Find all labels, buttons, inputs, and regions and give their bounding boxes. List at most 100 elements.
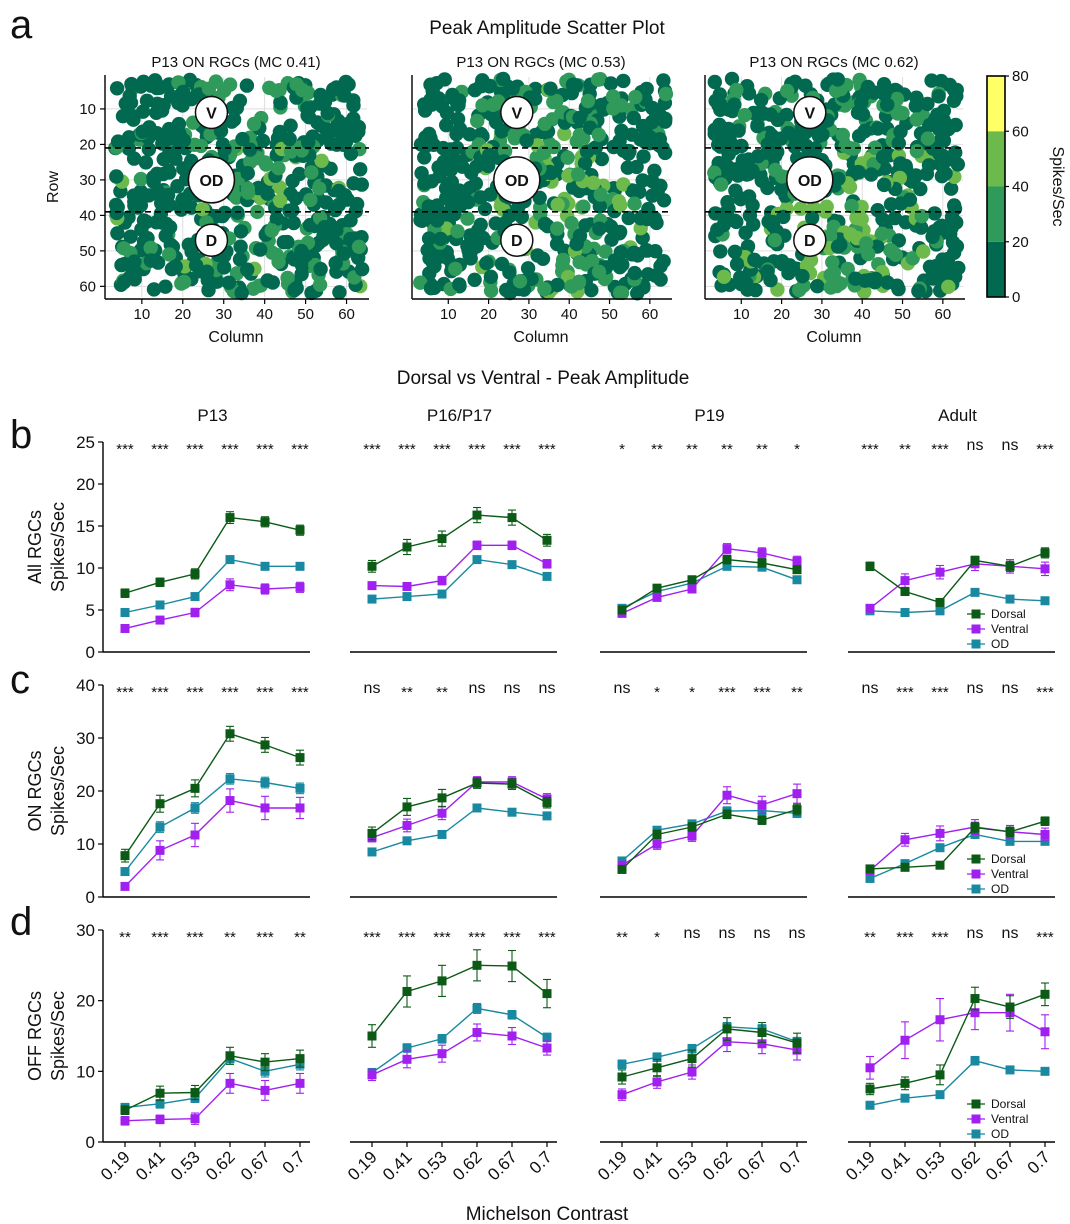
scatter-point bbox=[770, 112, 785, 128]
data-point-ventral bbox=[1040, 564, 1050, 574]
data-point-od bbox=[507, 560, 517, 570]
scatter-point bbox=[181, 237, 196, 252]
significance-label: *** bbox=[1036, 684, 1054, 701]
significance-label: *** bbox=[186, 929, 204, 946]
scatter-point bbox=[640, 267, 656, 282]
scatter-point bbox=[564, 216, 579, 231]
x-tick-label: 0.19 bbox=[97, 1147, 134, 1184]
data-point-dorsal bbox=[225, 729, 235, 739]
data-point-od bbox=[970, 1056, 980, 1066]
scatter-point bbox=[128, 265, 144, 280]
region-marker-od bbox=[786, 156, 834, 204]
significance-label: *** bbox=[398, 929, 416, 946]
scatter-x-tick-label: 10 bbox=[134, 306, 151, 323]
scatter-point bbox=[893, 196, 908, 211]
scatter-point bbox=[745, 198, 760, 213]
data-point-od bbox=[472, 555, 482, 565]
scatter-x-tick-label: 60 bbox=[642, 306, 659, 323]
significance-label: *** bbox=[256, 441, 274, 458]
scatter-point bbox=[890, 106, 905, 121]
significance-label: *** bbox=[538, 441, 556, 458]
scatter-x-tick-label: 20 bbox=[174, 306, 191, 323]
data-point-ventral bbox=[652, 839, 662, 849]
scatter-point bbox=[512, 274, 528, 289]
line-chart-r2-c1: 0.190.410.530.620.67 0.7 *** *** *** *** *** **… bbox=[344, 929, 557, 1184]
data-point-od bbox=[1005, 836, 1015, 846]
data-point-od bbox=[225, 774, 235, 784]
significance-label: *** bbox=[398, 441, 416, 458]
y-tick-label: 15 bbox=[76, 517, 95, 536]
region-label-d: D bbox=[206, 233, 218, 250]
scatter-point bbox=[158, 279, 173, 294]
significance-label: *** bbox=[1036, 441, 1054, 458]
scatter-point bbox=[754, 173, 769, 188]
scatter-x-tick-label: 30 bbox=[521, 306, 538, 323]
scatter-point bbox=[849, 210, 864, 226]
data-point-ventral bbox=[865, 603, 875, 613]
data-point-ventral bbox=[472, 1027, 482, 1037]
data-point-ventral bbox=[935, 567, 945, 577]
significance-label: *** bbox=[753, 684, 771, 701]
scatter-point bbox=[613, 198, 628, 213]
legend-marker-ventral bbox=[971, 1114, 981, 1124]
scatter-point bbox=[734, 138, 749, 154]
data-point-ventral bbox=[260, 584, 270, 594]
scatter-point bbox=[126, 188, 142, 203]
scatter-point bbox=[329, 236, 344, 251]
scatter-point bbox=[445, 87, 460, 103]
data-point-dorsal bbox=[1040, 548, 1050, 558]
scatter-point bbox=[729, 214, 744, 230]
scatter-point bbox=[537, 216, 553, 232]
scatter-point bbox=[591, 264, 607, 279]
data-point-ventral bbox=[437, 576, 447, 586]
data-point-ventral bbox=[295, 1078, 305, 1088]
data-point-dorsal bbox=[792, 565, 802, 575]
scatter-point bbox=[795, 269, 810, 284]
scatter-point bbox=[470, 113, 485, 129]
scatter-point bbox=[920, 131, 936, 146]
data-point-od bbox=[155, 1099, 165, 1109]
region-marker-od bbox=[493, 156, 541, 204]
series-line-ventral bbox=[869, 826, 1046, 872]
data-point-dorsal bbox=[722, 809, 732, 819]
data-point-dorsal bbox=[437, 976, 447, 986]
data-point-ventral bbox=[190, 1114, 200, 1124]
scatter-point bbox=[535, 251, 551, 266]
scatter-point bbox=[271, 161, 286, 176]
legend-marker-od bbox=[971, 1129, 981, 1139]
significance-label: ** bbox=[294, 929, 306, 946]
scatter-x-tick-label: 20 bbox=[773, 306, 790, 323]
significance-label: ns bbox=[539, 680, 556, 697]
scatter-x-label: Column bbox=[513, 329, 568, 346]
scatter-point bbox=[905, 251, 920, 266]
data-point-od bbox=[402, 836, 412, 846]
scatter-point bbox=[753, 92, 769, 108]
data-point-od bbox=[1005, 594, 1015, 604]
line-chart-r0-c2: * ** ** ** ** *P19 bbox=[600, 406, 807, 653]
scatter-point bbox=[781, 125, 796, 141]
scatter-point bbox=[413, 275, 428, 290]
y-label-line1: All RGCs bbox=[25, 510, 45, 584]
scatter-point bbox=[479, 256, 494, 271]
data-point-dorsal bbox=[757, 1027, 767, 1037]
colorbar-segment bbox=[987, 241, 1005, 297]
data-point-ventral bbox=[542, 1043, 552, 1053]
data-point-dorsal bbox=[900, 862, 910, 872]
x-tick-label: 0.41 bbox=[132, 1147, 169, 1184]
data-point-ventral bbox=[900, 576, 910, 586]
scatter-y-tick-label: 10 bbox=[79, 101, 96, 118]
significance-label: *** bbox=[116, 441, 134, 458]
scatter-point bbox=[338, 134, 354, 150]
series-line-dorsal bbox=[621, 558, 798, 611]
significance-label: * bbox=[689, 684, 695, 701]
data-point-ventral bbox=[757, 1039, 767, 1049]
data-point-ventral bbox=[190, 608, 200, 618]
scatter-point bbox=[810, 279, 825, 294]
column-title: Adult bbox=[938, 406, 977, 425]
data-point-ventral bbox=[402, 581, 412, 591]
data-point-ventral bbox=[652, 592, 662, 602]
column-title: P19 bbox=[694, 406, 724, 425]
data-point-dorsal bbox=[617, 864, 627, 874]
data-point-od bbox=[190, 803, 200, 813]
data-point-od bbox=[970, 587, 980, 597]
